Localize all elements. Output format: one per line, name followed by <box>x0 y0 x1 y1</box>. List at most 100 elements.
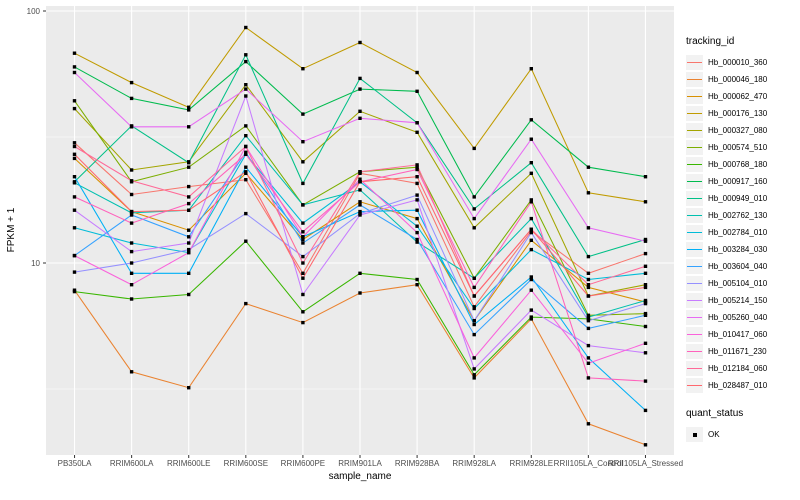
legend-item-label: Hb_000949_010 <box>708 194 768 203</box>
x-tick-label: RRII105LA_Control <box>554 459 624 468</box>
data-point <box>586 315 591 319</box>
data-point <box>301 181 305 186</box>
legend-item-label: Hb_000917_160 <box>708 177 768 186</box>
data-point <box>358 116 362 120</box>
legend-item-Hb_003604_040: Hb_003604_040 <box>686 258 798 275</box>
legend-item-label: Hb_000062_470 <box>708 92 768 101</box>
legend-item-Hb_012184_060: Hb_012184_060 <box>686 360 798 377</box>
x-tick-label: RRIM901LA <box>338 459 382 468</box>
legend-item-label: Hb_005260_040 <box>708 313 768 322</box>
legend-item-label: Hb_028487_010 <box>708 381 768 390</box>
x-axis-title: sample_name <box>329 471 392 482</box>
axes: 100 10 PB350LA RRIM600LA RRIM600LE RRIM600SE R… <box>27 7 683 468</box>
data-point <box>472 373 476 377</box>
data-point <box>244 124 248 128</box>
data-point <box>244 59 248 64</box>
data-point <box>472 276 476 280</box>
legend-item-Hb_000327_080: Hb_000327_080 <box>686 122 798 139</box>
y-axis-title: FPKM + 1 <box>6 207 17 252</box>
data-point <box>129 297 134 301</box>
x-tick-label: RRIM928LA <box>452 459 496 468</box>
line-swatch-icon <box>686 55 703 70</box>
data-point <box>415 193 419 197</box>
data-point <box>72 195 77 199</box>
data-point <box>643 200 648 204</box>
legend-item-Hb_000949_010: Hb_000949_010 <box>686 190 798 207</box>
data-point <box>643 351 648 355</box>
data-point <box>415 70 419 75</box>
data-point <box>244 170 248 174</box>
legend-item-label: Hb_000010_360 <box>708 58 768 67</box>
line-swatch-icon <box>686 106 703 121</box>
data-point <box>358 180 362 184</box>
data-point <box>643 341 648 345</box>
data-point <box>358 200 362 204</box>
legend-item-label: Hb_000176_130 <box>708 109 768 118</box>
data-point <box>643 285 648 290</box>
data-point <box>244 83 248 87</box>
data-point <box>586 226 591 230</box>
data-point <box>586 285 591 290</box>
data-point <box>586 277 591 282</box>
data-point <box>244 144 248 149</box>
data-point <box>72 253 77 258</box>
data-point <box>72 65 77 69</box>
data-point <box>187 235 191 239</box>
data-point <box>529 288 533 292</box>
data-point <box>415 208 419 212</box>
data-point <box>472 195 476 199</box>
data-point <box>529 198 533 202</box>
legend-item-label: Hb_000768_180 <box>708 160 768 169</box>
legend-item-label: Hb_002784_010 <box>708 228 768 237</box>
data-point <box>358 87 362 91</box>
line-swatch-icon <box>686 140 703 155</box>
data-point <box>72 144 77 149</box>
data-point <box>301 320 305 325</box>
data-point <box>586 313 591 317</box>
data-point <box>129 96 134 101</box>
data-point <box>129 370 134 374</box>
data-point <box>244 165 248 169</box>
data-point <box>358 170 362 174</box>
data-point <box>187 184 191 189</box>
data-point <box>586 361 591 365</box>
data-point <box>643 301 648 306</box>
data-point <box>129 209 134 214</box>
data-point <box>301 237 305 242</box>
legend-item-Hb_000176_130: Hb_000176_130 <box>686 105 798 122</box>
data-point <box>415 121 419 125</box>
line-swatch-icon <box>686 344 703 359</box>
data-point <box>187 201 191 206</box>
data-point <box>358 109 362 113</box>
data-point <box>358 213 362 217</box>
line-swatch-icon <box>686 242 703 257</box>
line-swatch-icon <box>686 157 703 172</box>
data-point <box>129 80 134 85</box>
data-point <box>72 208 77 212</box>
data-point <box>301 235 305 239</box>
legend-item-Hb_000062_470: Hb_000062_470 <box>686 88 798 105</box>
x-tick-label: RRIM928LE <box>509 459 553 468</box>
data-point <box>415 237 419 242</box>
data-point <box>586 356 591 360</box>
line-swatch-icon <box>686 174 703 189</box>
data-point <box>643 283 648 287</box>
data-point <box>187 165 191 169</box>
data-point <box>529 247 533 252</box>
data-point <box>529 161 533 165</box>
ok-square-marker-icon <box>686 427 703 442</box>
data-point <box>472 207 476 211</box>
line-swatch-icon <box>686 208 703 223</box>
data-point <box>358 40 362 45</box>
data-point <box>129 179 134 183</box>
data-point <box>415 175 419 179</box>
data-point <box>643 175 648 179</box>
x-tick-label: RRIM600SE <box>224 459 268 468</box>
data-point <box>472 285 476 290</box>
data-point <box>643 239 648 243</box>
legend-item-label: Hb_011671_230 <box>708 347 767 356</box>
data-point <box>72 289 77 294</box>
data-point <box>358 291 362 295</box>
data-point <box>529 227 533 231</box>
data-point <box>72 70 77 75</box>
